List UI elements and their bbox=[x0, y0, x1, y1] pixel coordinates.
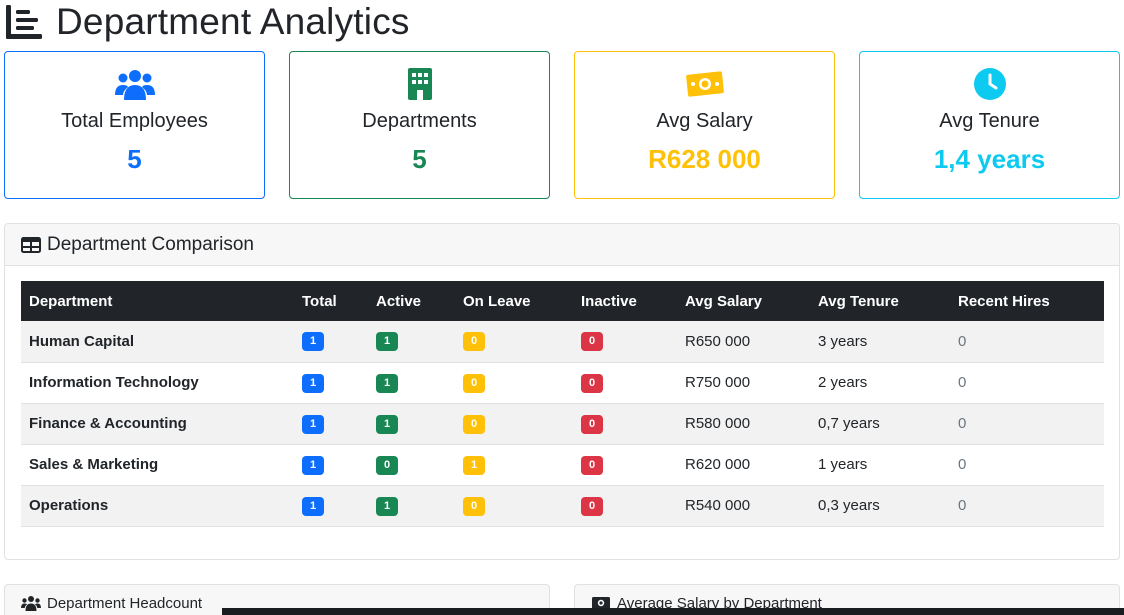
avg-tenure-cell: 0,3 years bbox=[810, 485, 950, 527]
departments-card: Departments 5 bbox=[289, 51, 550, 199]
card-label: Avg Tenure bbox=[939, 110, 1040, 132]
building-icon bbox=[400, 67, 440, 101]
on-leave-badge: 0 bbox=[463, 373, 485, 393]
total-badge: 1 bbox=[302, 414, 324, 434]
table-row: Sales & Marketing 1 0 1 0 R620 000 1 yea… bbox=[21, 444, 1104, 486]
department-name: Information Technology bbox=[21, 362, 294, 404]
avg-tenure-cell: 1 years bbox=[810, 444, 950, 486]
department-table: Department Total Active On Leave Inactiv… bbox=[21, 281, 1104, 527]
panel-header: Department Comparison bbox=[5, 224, 1119, 266]
department-name: Sales & Marketing bbox=[21, 444, 294, 486]
on-leave-badge: 0 bbox=[463, 332, 485, 352]
on-leave-badge: 1 bbox=[463, 455, 485, 475]
money-bill-icon bbox=[685, 67, 725, 101]
table-row: Finance & Accounting 1 1 0 0 R580 000 0,… bbox=[21, 403, 1104, 445]
total-badge: 1 bbox=[302, 373, 324, 393]
active-badge: 1 bbox=[376, 414, 398, 434]
overlay-bar bbox=[222, 608, 1124, 615]
table-icon bbox=[21, 236, 41, 253]
users-icon bbox=[114, 67, 155, 101]
avg-tenure-cell: 3 years bbox=[810, 321, 950, 363]
active-badge: 1 bbox=[376, 332, 398, 352]
inactive-badge: 0 bbox=[581, 414, 603, 434]
card-value: R628 000 bbox=[648, 144, 761, 174]
department-comparison-panel: Department Comparison Department Total A… bbox=[4, 223, 1120, 560]
column-header: Inactive bbox=[573, 281, 677, 321]
recent-hires-cell: 0 bbox=[950, 485, 1104, 527]
active-badge: 1 bbox=[376, 496, 398, 516]
total-employees-card: Total Employees 5 bbox=[4, 51, 265, 199]
page-title: Department Analytics bbox=[56, 1, 410, 42]
avg-tenure-card: Avg Tenure 1,4 years bbox=[859, 51, 1120, 199]
table-row: Information Technology 1 1 0 0 R750 000 … bbox=[21, 362, 1104, 404]
inactive-badge: 0 bbox=[581, 332, 603, 352]
money-bill-icon bbox=[592, 597, 610, 609]
inactive-badge: 0 bbox=[581, 455, 603, 475]
active-badge: 0 bbox=[376, 455, 398, 475]
department-name: Finance & Accounting bbox=[21, 403, 294, 445]
column-header: Active bbox=[368, 281, 455, 321]
table-row: Human Capital 1 1 0 0 R650 000 3 years 0 bbox=[21, 321, 1104, 363]
avg-tenure-cell: 0,7 years bbox=[810, 403, 950, 445]
department-name: Operations bbox=[21, 485, 294, 527]
column-header: Total bbox=[294, 281, 368, 321]
inactive-badge: 0 bbox=[581, 496, 603, 516]
table-row: Operations 1 1 0 0 R540 000 0,3 years 0 bbox=[21, 485, 1104, 527]
card-label: Total Employees bbox=[61, 110, 208, 132]
panel-title: Average Salary by Department bbox=[617, 595, 822, 612]
avg-salary-cell: R580 000 bbox=[677, 403, 810, 445]
panel-title: Department Comparison bbox=[47, 233, 254, 255]
card-value: 5 bbox=[127, 144, 142, 174]
avg-salary-cell: R750 000 bbox=[677, 362, 810, 404]
avg-salary-card: Avg Salary R628 000 bbox=[574, 51, 835, 199]
card-value: 1,4 years bbox=[933, 144, 1046, 174]
column-header: Avg Salary bbox=[677, 281, 810, 321]
department-name: Human Capital bbox=[21, 321, 294, 363]
table-header-row: Department Total Active On Leave Inactiv… bbox=[21, 281, 1104, 321]
recent-hires-cell: 0 bbox=[950, 321, 1104, 363]
recent-hires-cell: 0 bbox=[950, 444, 1104, 486]
column-header: Avg Tenure bbox=[810, 281, 950, 321]
inactive-badge: 0 bbox=[581, 373, 603, 393]
card-value: 5 bbox=[412, 144, 427, 174]
column-header: Department bbox=[21, 281, 294, 321]
active-badge: 1 bbox=[376, 373, 398, 393]
total-badge: 1 bbox=[302, 332, 324, 352]
card-label: Avg Salary bbox=[656, 110, 753, 132]
on-leave-badge: 0 bbox=[463, 414, 485, 434]
avg-salary-cell: R540 000 bbox=[677, 485, 810, 527]
on-leave-badge: 0 bbox=[463, 496, 485, 516]
summary-cards: Total Employees 5 Departments 5 bbox=[4, 51, 1120, 199]
total-badge: 1 bbox=[302, 455, 324, 475]
avg-salary-cell: R620 000 bbox=[677, 444, 810, 486]
avg-salary-cell: R650 000 bbox=[677, 321, 810, 363]
card-label: Departments bbox=[362, 110, 477, 132]
users-icon bbox=[21, 596, 41, 611]
panel-title: Department Headcount bbox=[47, 595, 203, 612]
avg-tenure-cell: 2 years bbox=[810, 362, 950, 404]
column-header: On Leave bbox=[455, 281, 573, 321]
list-icon bbox=[6, 5, 42, 39]
total-badge: 1 bbox=[302, 496, 324, 516]
clock-icon bbox=[970, 67, 1010, 101]
column-header: Recent Hires bbox=[950, 281, 1104, 321]
page-header: Department Analytics bbox=[4, 0, 410, 44]
recent-hires-cell: 0 bbox=[950, 403, 1104, 445]
recent-hires-cell: 0 bbox=[950, 362, 1104, 404]
